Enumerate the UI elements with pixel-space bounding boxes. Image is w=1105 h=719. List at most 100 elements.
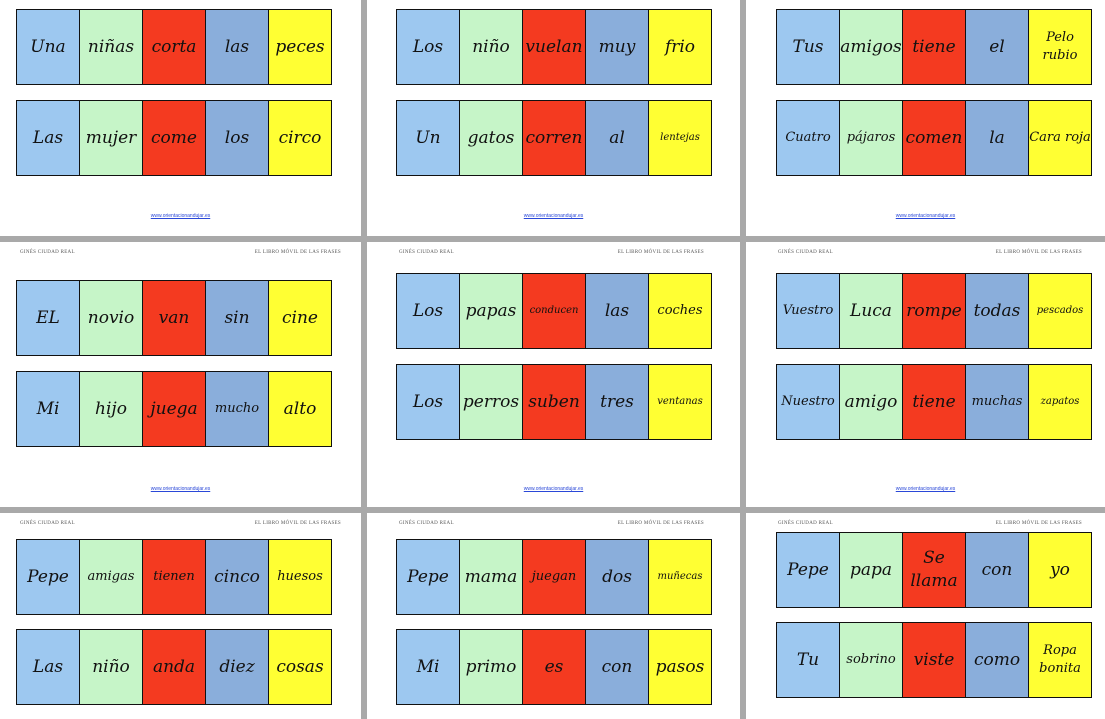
word-card[interactable]: niño: [80, 630, 143, 704]
word-strip: Los perros suben tres ventanas: [396, 364, 712, 440]
word-card[interactable]: muy: [586, 10, 649, 84]
word-strip: Un gatos corren al lentejas: [396, 100, 712, 176]
word-card[interactable]: juega: [143, 372, 206, 446]
word-card[interactable]: dos: [586, 540, 649, 614]
word-card[interactable]: lentejas: [649, 101, 711, 175]
word-card[interactable]: las: [586, 274, 649, 348]
word-card[interactable]: cinco: [206, 540, 269, 614]
word-card[interactable]: pasos: [649, 630, 711, 704]
word-card[interactable]: mucho: [206, 372, 269, 446]
word-card[interactable]: Se llama: [903, 533, 966, 607]
footer-link[interactable]: www.orientacionandujar.es: [523, 486, 584, 492]
word-card[interactable]: primo: [460, 630, 523, 704]
word-card[interactable]: tiene: [903, 365, 966, 439]
word-card[interactable]: Vuestro: [777, 274, 840, 348]
word-card[interactable]: muchas: [966, 365, 1029, 439]
word-card[interactable]: Los: [397, 365, 460, 439]
word-card[interactable]: sobrino: [840, 623, 903, 697]
word-card[interactable]: gatos: [460, 101, 523, 175]
word-card[interactable]: Pepe: [397, 540, 460, 614]
word-card[interactable]: tres: [586, 365, 649, 439]
word-card[interactable]: juegan: [523, 540, 586, 614]
word-card[interactable]: hijo: [80, 372, 143, 446]
word-card[interactable]: Pelo rubio: [1029, 10, 1091, 84]
word-card[interactable]: mujer: [80, 101, 143, 175]
word-card[interactable]: al: [586, 101, 649, 175]
footer-link[interactable]: www.orientacionandujar.es: [150, 213, 211, 219]
word-card[interactable]: con: [586, 630, 649, 704]
word-card[interactable]: corren: [523, 101, 586, 175]
word-card[interactable]: Pepe: [777, 533, 840, 607]
word-card[interactable]: Una: [17, 10, 80, 84]
word-card[interactable]: vuelan: [523, 10, 586, 84]
word-card[interactable]: ventanas: [649, 365, 711, 439]
word-card[interactable]: frio: [649, 10, 711, 84]
word-card[interactable]: mama: [460, 540, 523, 614]
word-card[interactable]: papa: [840, 533, 903, 607]
word-card[interactable]: tiene: [903, 10, 966, 84]
word-card[interactable]: es: [523, 630, 586, 704]
footer-link[interactable]: www.orientacionandujar.es: [150, 486, 211, 492]
word-card[interactable]: Un: [397, 101, 460, 175]
word-card[interactable]: los: [206, 101, 269, 175]
word-card[interactable]: sin: [206, 281, 269, 355]
word-card[interactable]: niñas: [80, 10, 143, 84]
word-card[interactable]: Las: [17, 101, 80, 175]
footer-link[interactable]: www.orientacionandujar.es: [895, 486, 956, 492]
word-card[interactable]: perros: [460, 365, 523, 439]
word-card[interactable]: Ropa bonita: [1029, 623, 1091, 697]
word-card[interactable]: Mi: [17, 372, 80, 446]
word-card[interactable]: las: [206, 10, 269, 84]
word-card[interactable]: comen: [903, 101, 966, 175]
word-card[interactable]: Cara roja: [1029, 101, 1091, 175]
word-card[interactable]: Tus: [777, 10, 840, 84]
word-card[interactable]: todas: [966, 274, 1029, 348]
word-card[interactable]: como: [966, 623, 1029, 697]
word-card[interactable]: diez: [206, 630, 269, 704]
word-card[interactable]: circo: [269, 101, 331, 175]
word-card[interactable]: con: [966, 533, 1029, 607]
word-card[interactable]: conducen: [523, 274, 586, 348]
word-card[interactable]: el: [966, 10, 1029, 84]
word-card[interactable]: pescados: [1029, 274, 1091, 348]
word-card[interactable]: zapatos: [1029, 365, 1091, 439]
word-card[interactable]: peces: [269, 10, 331, 84]
word-card[interactable]: suben: [523, 365, 586, 439]
word-card[interactable]: la: [966, 101, 1029, 175]
word-card[interactable]: Pepe: [17, 540, 80, 614]
page-9: GINÉS CIUDAD REAL EL LIBRO MÓVIL DE LAS …: [746, 513, 1105, 719]
footer-link[interactable]: www.orientacionandujar.es: [523, 213, 584, 219]
word-card[interactable]: Las: [17, 630, 80, 704]
word-card[interactable]: Mi: [397, 630, 460, 704]
word-card[interactable]: rompe: [903, 274, 966, 348]
word-card[interactable]: Cuatro: [777, 101, 840, 175]
word-card[interactable]: come: [143, 101, 206, 175]
word-card[interactable]: cine: [269, 281, 331, 355]
word-card[interactable]: amigas: [80, 540, 143, 614]
word-card[interactable]: EL: [17, 281, 80, 355]
word-card[interactable]: amigo: [840, 365, 903, 439]
word-card[interactable]: niño: [460, 10, 523, 84]
word-card[interactable]: Tu: [777, 623, 840, 697]
word-card[interactable]: cosas: [269, 630, 331, 704]
word-card[interactable]: muñecas: [649, 540, 711, 614]
word-card[interactable]: yo: [1029, 533, 1091, 607]
word-card[interactable]: pájaros: [840, 101, 903, 175]
word-card[interactable]: papas: [460, 274, 523, 348]
footer-link[interactable]: www.orientacionandujar.es: [895, 213, 956, 219]
word-strip: Los niño vuelan muy frio: [396, 9, 712, 85]
word-card[interactable]: Los: [397, 10, 460, 84]
word-card[interactable]: corta: [143, 10, 206, 84]
word-card[interactable]: van: [143, 281, 206, 355]
word-card[interactable]: viste: [903, 623, 966, 697]
word-card[interactable]: Los: [397, 274, 460, 348]
word-card[interactable]: Nuestro: [777, 365, 840, 439]
word-card[interactable]: Luca: [840, 274, 903, 348]
word-card[interactable]: tienen: [143, 540, 206, 614]
word-card[interactable]: amigos: [840, 10, 903, 84]
word-card[interactable]: anda: [143, 630, 206, 704]
word-card[interactable]: alto: [269, 372, 331, 446]
word-card[interactable]: novio: [80, 281, 143, 355]
word-card[interactable]: coches: [649, 274, 711, 348]
word-card[interactable]: huesos: [269, 540, 331, 614]
